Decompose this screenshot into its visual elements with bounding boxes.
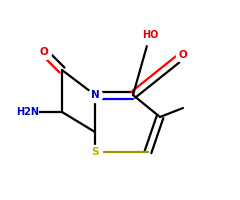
Text: S: S (91, 147, 99, 157)
Text: N: N (91, 90, 99, 100)
Text: HO: HO (142, 30, 158, 40)
Text: H2N: H2N (17, 107, 40, 117)
Text: O: O (179, 50, 187, 60)
Text: O: O (40, 47, 48, 57)
